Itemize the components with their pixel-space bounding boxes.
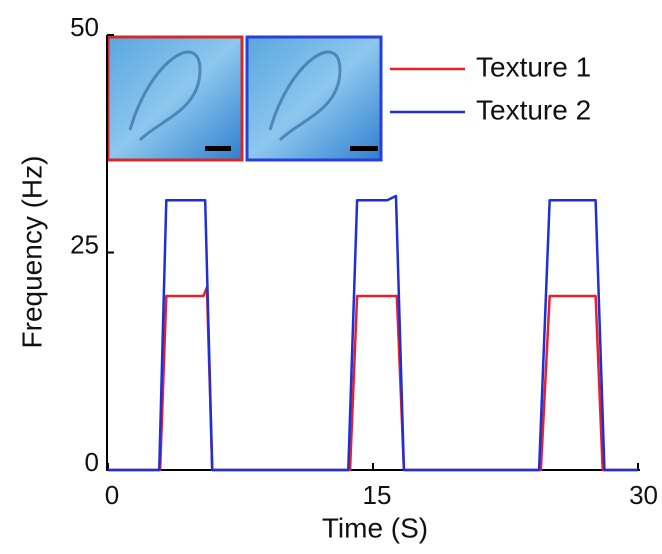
x-tick-label: 30 <box>629 480 658 510</box>
series-line <box>108 286 638 472</box>
inset-image-2 <box>245 35 383 162</box>
x-axis-title: Time (S) <box>322 512 428 543</box>
y-tick-label: 0 <box>85 447 99 477</box>
y-tick-label: 50 <box>70 12 99 42</box>
y-axis-title: Frequency (Hz) <box>16 156 47 349</box>
y-tick-label: 25 <box>70 229 99 259</box>
series-line <box>108 194 638 472</box>
x-tick-label: 15 <box>363 480 392 510</box>
legend-label: Texture 2 <box>476 94 591 125</box>
x-tick-label: 0 <box>105 480 119 510</box>
legend-label: Texture 1 <box>476 51 591 82</box>
inset-image-1 <box>106 35 244 162</box>
